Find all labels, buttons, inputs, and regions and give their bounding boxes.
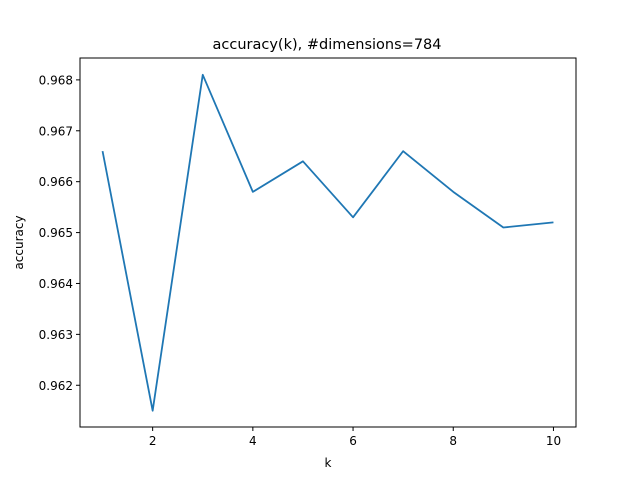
chart-title: accuracy(k), #dimensions=784 xyxy=(213,37,442,53)
x-tick-label: 10 xyxy=(546,434,561,448)
y-tick-label: 0.962 xyxy=(39,379,73,393)
y-tick-label: 0.968 xyxy=(39,73,73,87)
y-tick-label: 0.967 xyxy=(39,124,73,138)
accuracy-series-line xyxy=(101,73,554,412)
x-axis-label: k xyxy=(325,456,332,470)
y-tick-label: 0.965 xyxy=(39,226,73,240)
plot-frame xyxy=(79,57,577,428)
x-tick-label: 2 xyxy=(149,434,157,448)
y-axis: 0.962 0.963 0.964 0.965 0.966 0.967 0.968 xyxy=(39,73,80,393)
x-tick-label: 4 xyxy=(249,434,257,448)
x-tick-label: 8 xyxy=(449,434,457,448)
plot-area xyxy=(101,73,554,412)
y-tick-label: 0.964 xyxy=(39,277,73,291)
x-axis: 2 4 6 8 10 xyxy=(149,427,561,448)
x-tick-label: 6 xyxy=(349,434,357,448)
y-axis-label: accuracy xyxy=(12,215,26,269)
y-tick-label: 0.966 xyxy=(39,175,73,189)
y-tick-label: 0.963 xyxy=(39,328,73,342)
